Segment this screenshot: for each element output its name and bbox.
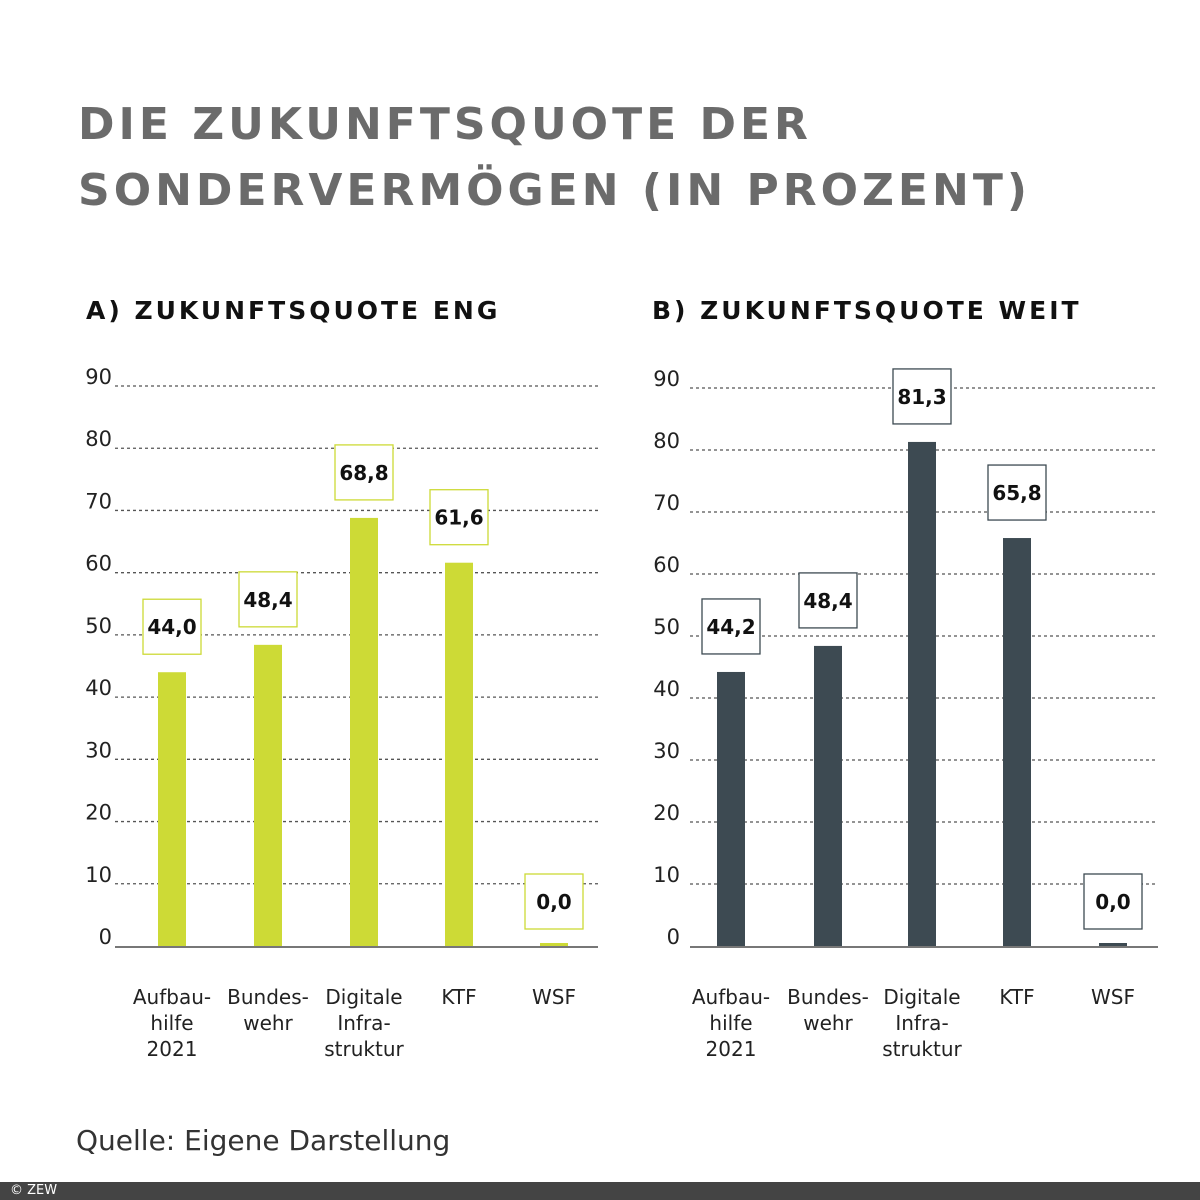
data-label-box	[798, 572, 858, 629]
x-tick-label: Bundes-wehr	[227, 985, 309, 1035]
bar	[254, 644, 282, 946]
bar	[350, 517, 378, 946]
bar	[1003, 538, 1031, 946]
x-tick-label: Aufbau-hilfe 2021	[133, 985, 211, 1061]
data-label: 0,0	[1095, 890, 1130, 914]
bar	[717, 671, 745, 946]
bar	[158, 672, 186, 946]
x-tick-line: hilfe	[709, 1011, 752, 1035]
x-tick-label: WSF	[1091, 985, 1135, 1009]
page-title: DIE ZUKUNFTSQUOTE DER SONDERVERMÖGEN (IN…	[78, 92, 1031, 224]
data-label-box	[334, 444, 394, 501]
chart-b: 0 10 20 30 40 50 60 70 80 90 44,2 Aufbau-hilfe 2021 4…	[653, 367, 1158, 1061]
x-tick-line: Digitale	[883, 985, 960, 1009]
y-tick-label: 20	[653, 801, 680, 825]
chart-a: 0 10 20 30 40 50 60 70 80 90 44,0 Aufbau-hilfe 2021 4…	[85, 365, 598, 1061]
x-tick-line: Aufbau-	[692, 985, 770, 1009]
data-label-box	[238, 571, 298, 628]
x-tick-label: Digitale Infra-struktur	[324, 985, 404, 1061]
y-tick-label: 50	[85, 614, 112, 638]
y-tick-label: 80	[85, 427, 112, 451]
title-line-2: SONDERVERMÖGEN (IN PROZENT)	[78, 165, 1031, 216]
x-tick-line: Infra-	[895, 1011, 948, 1035]
x-tick-line: WSF	[1091, 985, 1135, 1009]
x-tick-line: WSF	[532, 985, 576, 1009]
x-tick-line: 2021	[147, 1037, 198, 1061]
y-tick-label: 70	[85, 489, 112, 513]
data-label: 44,2	[706, 615, 755, 639]
chart-b-title: B) ZUKUNFTSQUOTE WEIT	[652, 296, 1082, 325]
x-tick-label: Digitale Infra-struktur	[882, 985, 962, 1061]
x-tick-line: Bundes-	[227, 985, 309, 1009]
x-tick-line: wehr	[243, 1011, 293, 1035]
x-tick-line: hilfe	[150, 1011, 193, 1035]
y-tick-label: 50	[653, 615, 680, 639]
data-label: 65,8	[992, 481, 1041, 505]
y-tick-label: 20	[85, 801, 112, 825]
x-tick-label: KTF	[441, 985, 476, 1009]
copyright-footer: © ZEW	[0, 1182, 1200, 1200]
x-tick-label: WSF	[532, 985, 576, 1009]
bar	[1099, 943, 1127, 946]
data-label-box	[429, 489, 489, 546]
y-tick-label: 70	[653, 491, 680, 515]
x-tick-label: Aufbau-hilfe 2021	[692, 985, 770, 1061]
data-label: 48,4	[243, 588, 292, 612]
y-tick-label: 10	[85, 863, 112, 887]
x-tick-line: Infra-	[337, 1011, 390, 1035]
x-tick-line: struktur	[882, 1037, 962, 1061]
y-tick-label: 30	[653, 739, 680, 763]
y-tick-label: 30	[85, 738, 112, 762]
data-label-box	[892, 368, 952, 425]
bar	[814, 645, 842, 946]
x-tick-line: KTF	[999, 985, 1034, 1009]
bar	[540, 943, 568, 946]
data-label: 0,0	[536, 890, 571, 914]
data-label: 44,0	[147, 615, 196, 639]
data-label-box	[142, 598, 202, 655]
y-tick-label: 60	[85, 552, 112, 576]
x-tick-label: KTF	[999, 985, 1034, 1009]
chart-a-title: A) ZUKUNFTSQUOTE ENG	[86, 296, 501, 325]
data-label: 61,6	[434, 506, 483, 530]
x-tick-line: KTF	[441, 985, 476, 1009]
data-label-box	[524, 873, 584, 930]
y-tick-label: 0	[99, 925, 112, 949]
y-tick-label: 90	[85, 365, 112, 389]
bar	[908, 441, 936, 946]
data-label-box	[701, 598, 761, 655]
y-tick-label: 80	[653, 429, 680, 453]
x-tick-line: struktur	[324, 1037, 404, 1061]
data-label: 48,4	[803, 589, 852, 613]
y-tick-label: 40	[85, 676, 112, 700]
y-tick-label: 0	[667, 925, 680, 949]
y-tick-label: 60	[653, 553, 680, 577]
title-line-1: DIE ZUKUNFTSQUOTE DER	[78, 99, 812, 150]
source-note: Quelle: Eigene Darstellung	[76, 1124, 451, 1157]
x-tick-line: Aufbau-	[133, 985, 211, 1009]
x-tick-line: Bundes-	[787, 985, 869, 1009]
x-tick-line: Digitale	[325, 985, 402, 1009]
data-label: 68,8	[339, 461, 388, 485]
y-tick-label: 40	[653, 677, 680, 701]
y-tick-label: 10	[653, 863, 680, 887]
data-label-box	[987, 464, 1047, 521]
data-label: 81,3	[897, 385, 946, 409]
bar	[445, 562, 473, 946]
data-label-box	[1083, 873, 1143, 930]
x-tick-label: Bundes-wehr	[787, 985, 869, 1035]
x-tick-line: wehr	[803, 1011, 853, 1035]
y-tick-label: 90	[653, 367, 680, 391]
x-tick-line: 2021	[706, 1037, 757, 1061]
